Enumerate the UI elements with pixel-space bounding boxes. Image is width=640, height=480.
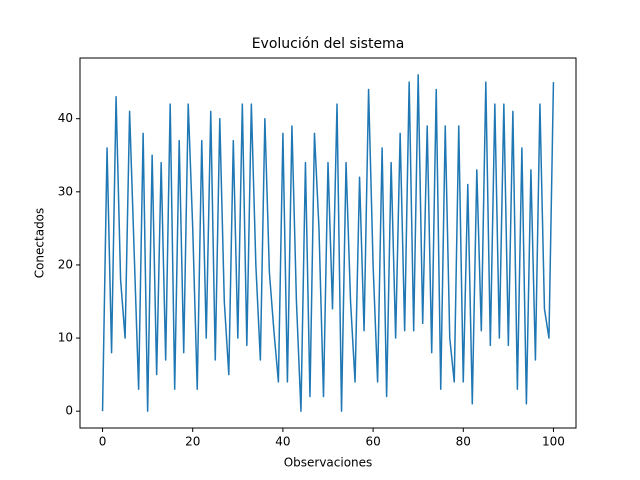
chart-title: Evolución del sistema [252, 36, 405, 52]
y-axis-label: Conectados [33, 208, 47, 279]
y-tick-label: 0 [65, 404, 73, 418]
x-tick-label: 0 [99, 435, 107, 449]
y-tick-label: 20 [58, 257, 73, 271]
plot-frame [79, 57, 577, 429]
x-tick-label: 40 [275, 435, 290, 449]
y-tick-label: 30 [58, 184, 73, 198]
data-line [101, 74, 555, 412]
y-tick-label: 40 [58, 111, 73, 125]
y-tick-label: 10 [58, 331, 73, 345]
x-tick-label: 100 [542, 435, 565, 449]
x-tick-label: 20 [185, 435, 200, 449]
x-axis-label: Observaciones [284, 456, 373, 470]
x-tick-label: 80 [456, 435, 471, 449]
x-tick-label: 60 [365, 435, 380, 449]
